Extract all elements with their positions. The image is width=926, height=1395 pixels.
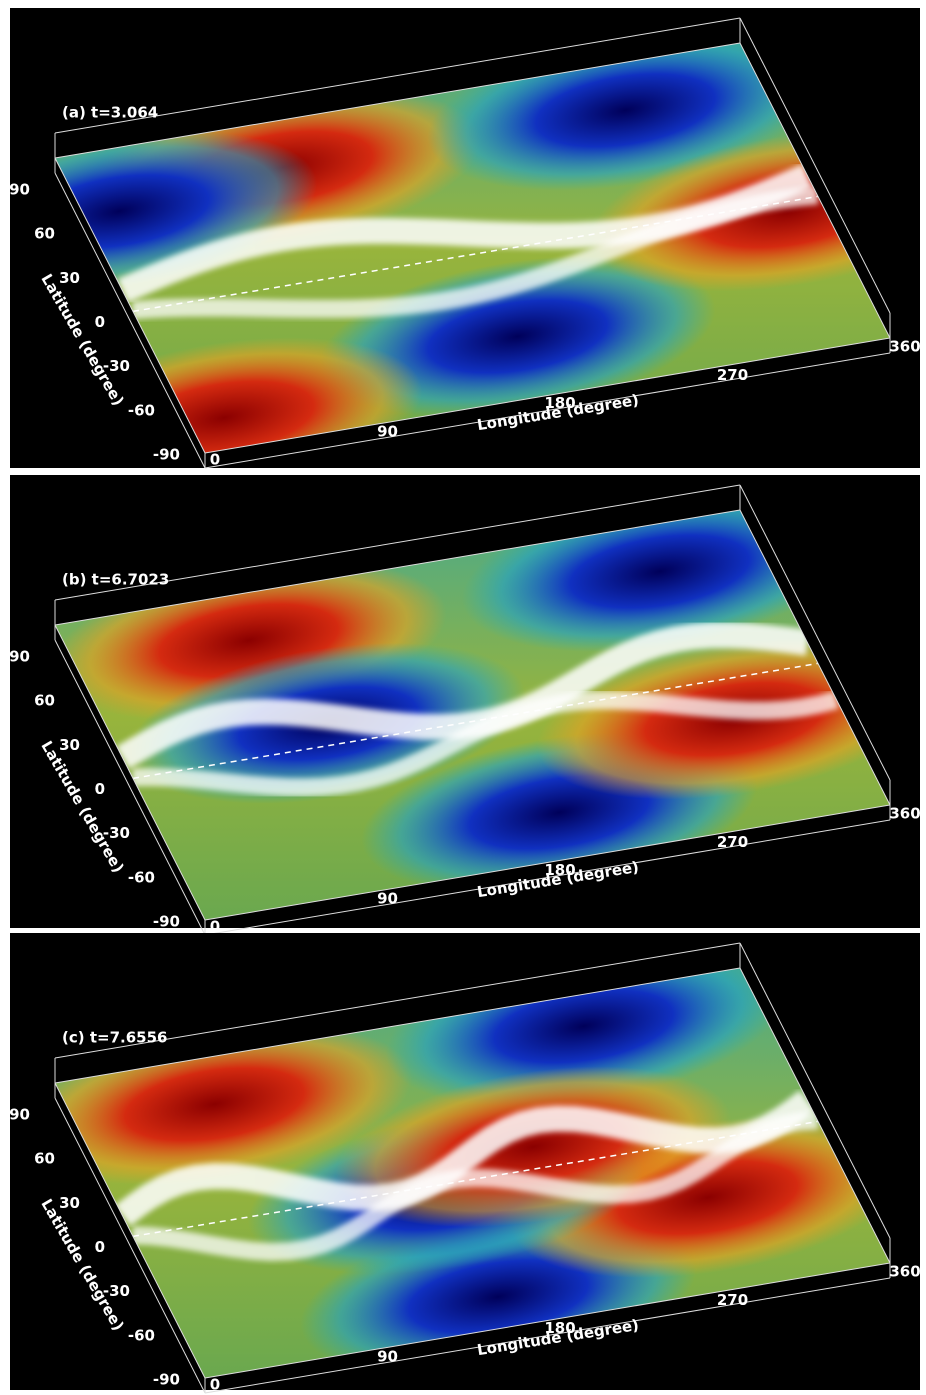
- vector-band: [132, 691, 839, 797]
- box-edge: [204, 804, 891, 921]
- lon-tick-label: 90: [377, 889, 398, 907]
- panel-label: (b) t=6.7023: [62, 571, 169, 589]
- vector-band: [132, 662, 819, 780]
- panel-label: (a) t=3.064: [62, 104, 158, 122]
- surface-field: [55, 968, 890, 1378]
- box-edge: [204, 1277, 891, 1394]
- lon-tick-label: 180: [544, 394, 575, 412]
- lat-tick-label: -60: [128, 1326, 155, 1344]
- lon-tick-label: 360: [889, 1263, 920, 1281]
- lon-tick-label: 0: [210, 1376, 220, 1394]
- lat-tick-label: -90: [153, 446, 180, 464]
- box-edge: [54, 624, 206, 921]
- box-edge: [54, 157, 206, 454]
- box-edge: [204, 819, 891, 936]
- lon-tick-label: 180: [544, 861, 575, 879]
- lat-tick-label: -90: [153, 1371, 180, 1389]
- lat-tick-label: 0: [95, 313, 105, 331]
- lat-tick-label: -30: [103, 357, 130, 375]
- lon-tick-label: 270: [717, 366, 748, 384]
- box-edge: [54, 42, 741, 159]
- vector-band: [114, 1090, 816, 1227]
- lat-tick-label: 30: [59, 269, 80, 287]
- lat-tick-label: -90: [153, 913, 180, 931]
- box-edge: [739, 42, 891, 339]
- panel: (a) t=3.064090180270360-90-60-300306090L…: [9, 8, 921, 469]
- lat-tick-label: 30: [59, 1194, 80, 1212]
- lon-tick-label: 270: [717, 833, 748, 851]
- panel: (c) t=7.6556 0 90 180 270 360 -90 -60 -30 0 30 60 90…: [9, 933, 921, 1394]
- lon-tick-label: 270: [717, 1291, 748, 1309]
- box-edge: [739, 17, 891, 314]
- lat-tick-label: -60: [128, 401, 155, 419]
- lat-tick-label: 60: [34, 1150, 55, 1168]
- lat-tick-label: 60: [34, 692, 55, 710]
- box-edge: [204, 352, 891, 469]
- box-edge: [739, 942, 891, 1239]
- lat-tick-label: 0: [95, 1238, 105, 1256]
- lon-tick-label: 180: [544, 1319, 575, 1337]
- box-edge: [54, 942, 741, 1059]
- lat-tick-label: 60: [34, 225, 55, 243]
- panel-label: (c) t=7.6556: [62, 1029, 167, 1047]
- lat-tick-label: 90: [9, 648, 30, 666]
- box-edge: [54, 17, 741, 134]
- vector-band: [131, 186, 819, 320]
- box-edge: [54, 1082, 206, 1379]
- vector-band: [132, 1120, 819, 1238]
- lon-tick-label: 0: [210, 451, 220, 469]
- box-edge: [204, 337, 891, 454]
- lat-tick-label: 0: [95, 780, 105, 798]
- box-edge: [204, 1262, 891, 1379]
- lon-tick-label: 0: [210, 918, 220, 936]
- lat-tick-label: 90: [9, 181, 30, 199]
- box-edge: [54, 639, 206, 936]
- box-edge: [739, 967, 891, 1264]
- box-edge: [54, 172, 206, 469]
- box-edge: [54, 967, 741, 1084]
- lon-tick-label: 90: [377, 422, 398, 440]
- box-edge: [54, 484, 741, 601]
- lon-tick-label: 360: [889, 805, 920, 823]
- lat-tick-label: 30: [59, 736, 80, 754]
- lon-tick-label: 90: [377, 1347, 398, 1365]
- lat-tick-label: -30: [103, 1282, 130, 1300]
- vector-band: [132, 1111, 819, 1262]
- box-edge: [739, 509, 891, 806]
- box-edge: [739, 484, 891, 781]
- lat-tick-label: -60: [128, 868, 155, 886]
- vector-band: [132, 195, 819, 313]
- lat-tick-label: 90: [9, 1106, 30, 1124]
- box-edge: [54, 1097, 206, 1394]
- panel: (b) t=6.7023 0 90 180 270 360 -90 -60 -30 0 30 60 90…: [9, 475, 921, 936]
- lon-tick-label: 360: [889, 338, 920, 356]
- box-edge: [54, 509, 741, 626]
- lat-tick-label: -30: [103, 824, 130, 842]
